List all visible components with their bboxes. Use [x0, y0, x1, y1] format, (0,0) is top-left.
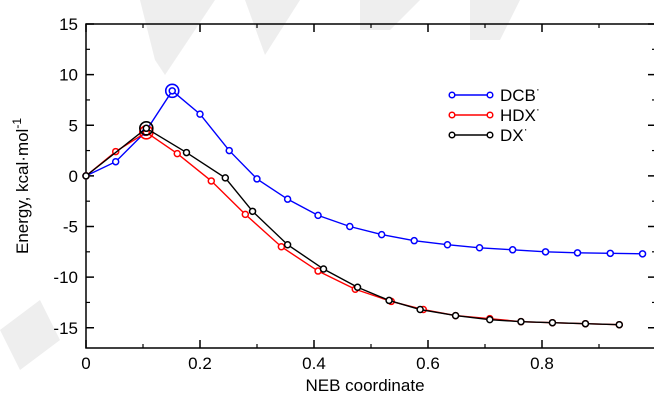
series-layer — [82, 83, 647, 329]
legend-label-name: DX — [500, 126, 524, 145]
data-point — [548, 318, 557, 327]
legend-marker — [486, 131, 494, 139]
y-tick-label: 0 — [69, 167, 78, 186]
y-tick-label: 10 — [59, 66, 78, 85]
legend-marker — [486, 91, 494, 99]
legend-item-hdx: HDX· — [448, 102, 540, 125]
data-point — [283, 195, 292, 203]
series-dx — [82, 120, 624, 329]
data-point — [443, 240, 452, 249]
data-point — [475, 244, 484, 252]
watermark-shape-a — [140, 0, 215, 75]
data-point — [615, 320, 624, 329]
data-point — [346, 222, 354, 231]
data-point — [319, 265, 328, 273]
legend-marker — [448, 131, 456, 139]
y-tick-label: 15 — [59, 15, 78, 34]
legend-label: HDX· — [500, 102, 540, 125]
legend-marker — [448, 111, 456, 119]
x-tick-labels: 0 0.2 0.4 0.6 0.8 — [81, 354, 554, 373]
tick-marks — [85, 23, 654, 348]
data-point — [581, 319, 590, 328]
legend-marker — [486, 111, 494, 119]
legend-item-dx: DX· — [448, 122, 528, 145]
x-tick-label: 0 — [81, 354, 90, 373]
x-axis-label: NEB coordinate — [305, 376, 424, 395]
data-point — [221, 174, 230, 182]
x-tick-label: 0.8 — [530, 354, 554, 373]
data-point — [225, 146, 233, 155]
data-point — [377, 230, 386, 239]
data-point — [451, 311, 460, 320]
data-point — [196, 110, 204, 118]
data-point — [241, 210, 250, 219]
y-axis-label-main: Energy, kcal·mol — [13, 129, 32, 254]
data-point — [111, 157, 120, 166]
legend-label: DX· — [500, 122, 528, 145]
legend-label-superscript: · — [536, 102, 540, 116]
legend-item-dcb: DCB· — [448, 82, 540, 105]
x-tick-label: 0.6 — [416, 354, 440, 373]
data-point — [385, 296, 393, 305]
legend-label: DCB· — [500, 82, 540, 105]
watermark-shape-c — [360, 0, 420, 30]
data-point — [182, 148, 191, 157]
data-point — [168, 87, 176, 95]
data-point — [253, 175, 261, 183]
data-point — [508, 246, 517, 254]
y-tick-label: -15 — [53, 319, 78, 338]
y-tick-label: 5 — [69, 116, 78, 135]
watermark-shape-d — [470, 0, 520, 40]
data-point — [486, 315, 494, 324]
x-tick-label: 0.2 — [188, 354, 212, 373]
data-point — [142, 124, 151, 133]
y-tick-label: -10 — [53, 268, 78, 287]
series-line — [85, 89, 643, 255]
legend-marker — [448, 91, 456, 99]
data-point — [277, 243, 286, 251]
y-tick-label: -5 — [63, 218, 78, 237]
data-point — [638, 250, 647, 258]
legend-label-name: DCB — [500, 86, 536, 105]
plot-frame — [85, 23, 654, 349]
data-point — [207, 177, 216, 185]
data-point — [283, 240, 292, 249]
data-point — [314, 211, 322, 220]
watermark-shape-b — [245, 0, 300, 55]
data-point — [248, 207, 257, 216]
y-axis-label-group: Energy, kcal·mol-1 — [10, 118, 32, 254]
highlight-ring — [164, 83, 180, 99]
data-point — [416, 305, 424, 314]
y-axis-label: Energy, kcal·mol-1 — [10, 118, 32, 254]
highlight-ring — [139, 120, 154, 136]
series-dcb — [82, 83, 647, 258]
data-point — [173, 149, 182, 158]
data-point — [606, 249, 615, 258]
data-point — [410, 236, 418, 245]
y-axis-label-exponent: -1 — [10, 118, 24, 129]
data-point — [82, 172, 90, 180]
watermark-shape-e — [0, 300, 60, 370]
series-line — [85, 127, 620, 326]
data-point — [353, 283, 362, 291]
legend-label-superscript: · — [524, 122, 528, 136]
data-point — [541, 248, 550, 256]
x-tick-label: 0.4 — [302, 354, 326, 373]
data-point — [517, 317, 525, 326]
legend: DCB·HDX·DX· — [448, 82, 540, 145]
legend-label-superscript: · — [536, 82, 540, 96]
data-point — [573, 249, 582, 257]
y-tick-labels: 15 10 5 0 -5 -10 -15 — [53, 15, 78, 338]
legend-label-name: HDX — [500, 106, 536, 125]
